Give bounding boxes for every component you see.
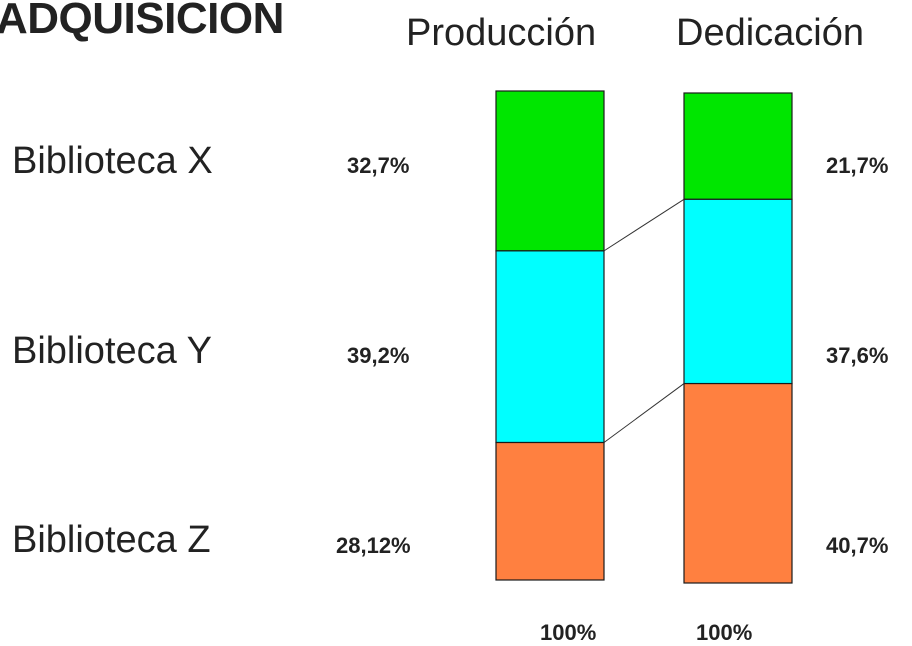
data-label-y-dedicacion: 37,6% [826, 343, 889, 368]
column-header-dedicacion: Dedicación [676, 12, 864, 54]
bar-segment-biblioteca-x-producción [495, 90, 605, 252]
connector-line-1 [603, 198, 685, 252]
data-label-z-produccion: 28,12% [336, 533, 411, 558]
connector-line-2 [603, 383, 685, 443]
chart-title: ADQUISICION [0, 0, 284, 43]
bar-segment-biblioteca-x-dedicación [683, 92, 793, 200]
data-label-z-dedicacion: 40,7% [826, 533, 889, 558]
total-label-produccion: 100% [540, 620, 597, 645]
bar-segment-biblioteca-y-producción [495, 250, 605, 444]
series-label-biblioteca-z: Biblioteca Z [12, 519, 211, 561]
series-label-biblioteca-y: Biblioteca Y [12, 330, 212, 372]
data-label-y-produccion: 39,2% [347, 343, 410, 368]
bar-segment-biblioteca-z-dedicación [683, 382, 793, 584]
data-label-x-dedicacion: 21,7% [826, 153, 889, 178]
series-label-biblioteca-x: Biblioteca X [12, 140, 213, 182]
data-label-x-produccion: 32,7% [347, 153, 410, 178]
bar-segment-biblioteca-y-dedicación [683, 198, 793, 385]
bar-segment-biblioteca-z-producción [495, 441, 605, 581]
total-label-dedicacion: 100% [696, 620, 753, 645]
column-header-produccion: Producción [406, 12, 597, 54]
